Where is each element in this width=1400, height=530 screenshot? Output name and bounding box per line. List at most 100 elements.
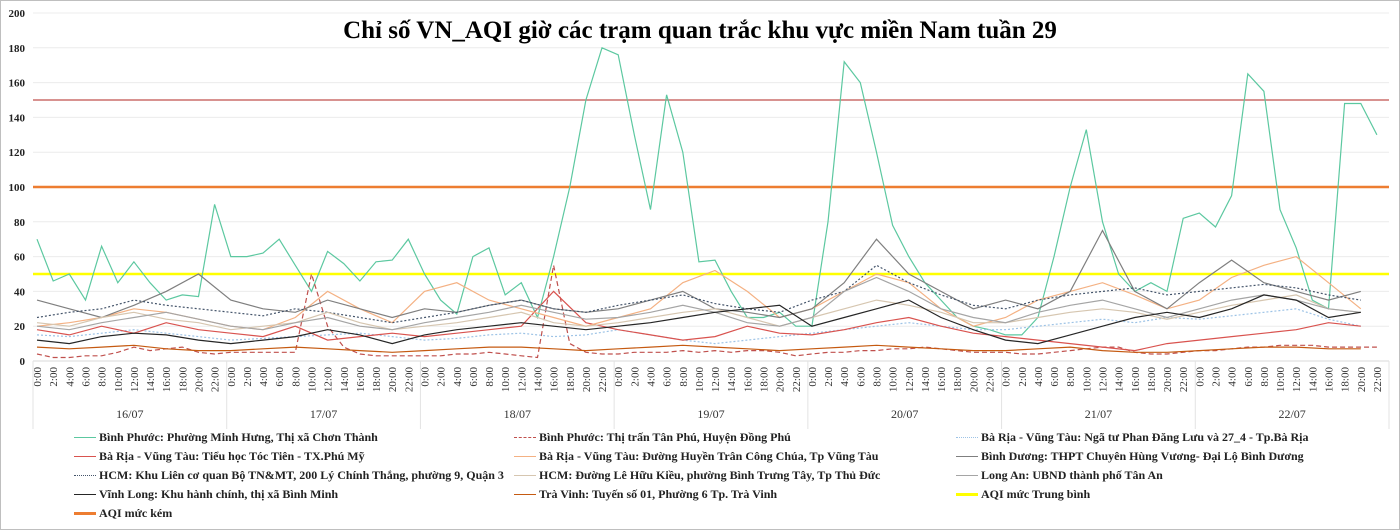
- x-tick-label: 2:00: [1017, 367, 1029, 387]
- x-tick-label: 10:00: [1081, 367, 1093, 393]
- day-label: 22/07: [1278, 407, 1305, 421]
- x-tick-label: 16:00: [742, 367, 754, 393]
- legend-swatch: [514, 475, 536, 476]
- x-tick-label: 2:00: [436, 367, 448, 387]
- series-line: [36, 344, 1361, 353]
- x-tick-label: 0:00: [1194, 367, 1206, 387]
- y-tick-label: 0: [20, 356, 26, 368]
- x-tick-label: 4:00: [258, 367, 270, 387]
- legend-item: Bà Rịa - Vũng Tàu: Đường Huyền Trân Công…: [514, 449, 878, 464]
- x-tick-label: 12:00: [710, 367, 722, 393]
- legend-item: HCM: Đường Lê Hữu Kiều, phường Bình Trưn…: [514, 468, 880, 483]
- x-tick-label: 14:00: [726, 367, 738, 393]
- legend-item: Bà Rịa - Vũng Tàu: Ngã tư Phan Đăng Lưu …: [956, 430, 1308, 445]
- x-tick-label: 6:00: [1049, 367, 1061, 387]
- x-tick-label: 18:00: [371, 367, 383, 393]
- legend-swatch: [956, 456, 978, 457]
- legend-item: HCM: Khu Liên cơ quan Bộ TN&MT, 200 Lý C…: [74, 468, 504, 483]
- legend-label: Long An: UBND thành phố Tân An: [981, 468, 1163, 482]
- legend-item: Bà Rịa - Vũng Tàu: Tiểu học Tóc Tiên - T…: [74, 449, 365, 464]
- x-tick-label: 6:00: [855, 367, 867, 387]
- x-tick-label: 14:00: [1114, 367, 1126, 393]
- series-line: [36, 265, 1377, 359]
- x-tick-label: 4:00: [645, 367, 657, 387]
- legend-label: Bà Rịa - Vũng Tàu: Ngã tư Phan Đăng Lưu …: [981, 430, 1309, 444]
- x-tick-label: 18:00: [1340, 367, 1352, 393]
- x-tick-label: 12:00: [516, 367, 528, 393]
- y-tick-label: 140: [9, 112, 26, 124]
- y-tick-label: 20: [14, 321, 26, 333]
- series-line: [36, 46, 1378, 336]
- x-tick-label: 0:00: [807, 367, 819, 387]
- x-tick-label: 2:00: [242, 367, 254, 387]
- legend-swatch: [956, 475, 978, 476]
- y-tick-label: 180: [9, 43, 26, 55]
- x-tick-label: 16:00: [1130, 367, 1142, 393]
- legend-label: HCM: Đường Lê Hữu Kiều, phường Bình Trưn…: [539, 468, 881, 482]
- legend-label: Bình Phước: Phường Minh Hưng, Thị xã Chơ…: [99, 430, 378, 444]
- legend-swatch: [514, 456, 536, 457]
- x-tick-label: 16:00: [161, 367, 173, 393]
- x-tick-label: 18:00: [758, 367, 770, 393]
- series-line: [36, 264, 1361, 324]
- x-tick-label: 6:00: [80, 367, 92, 387]
- legend-item: Bình Phước: Phường Minh Hưng, Thị xã Chơ…: [74, 430, 378, 445]
- legend-label: Vĩnh Long: Khu hành chính, thị xã Bình M…: [99, 487, 339, 501]
- x-tick-label: 20:00: [1356, 367, 1368, 393]
- y-tick-label: 60: [14, 252, 26, 264]
- x-tick-label: 22:00: [984, 367, 996, 393]
- x-tick-label: 4:00: [64, 367, 76, 387]
- x-tick-label: 10:00: [500, 367, 512, 393]
- y-tick-label: 160: [9, 78, 26, 90]
- x-tick-label: 16:00: [936, 367, 948, 393]
- x-tick-label: 22:00: [1372, 367, 1384, 393]
- x-tick-label: 14:00: [1307, 367, 1319, 393]
- x-tick-label: 18:00: [565, 367, 577, 393]
- x-tick-label: 22:00: [210, 367, 222, 393]
- x-tick-label: 6:00: [468, 367, 480, 387]
- x-tick-label: 20:00: [968, 367, 980, 393]
- legend-item: Bình Phước: Thị trấn Tân Phú, Huyện Đồng…: [514, 430, 791, 445]
- legend-swatch: [956, 437, 978, 438]
- x-tick-label: 20:00: [1162, 367, 1174, 393]
- x-tick-label: 12:00: [129, 367, 141, 393]
- x-tick-label: 22:00: [403, 367, 415, 393]
- day-label: 16/07: [116, 407, 143, 421]
- x-tick-label: 22:00: [1178, 367, 1190, 393]
- day-label: 17/07: [310, 407, 337, 421]
- x-tick-label: 12:00: [323, 367, 335, 393]
- legend-item: Trà Vinh: Tuyến số 01, Phường 6 Tp. Trà …: [514, 487, 777, 502]
- x-tick-label: 8:00: [290, 367, 302, 387]
- day-label: 19/07: [697, 407, 724, 421]
- legend-swatch: [74, 494, 96, 495]
- x-tick-label: 14:00: [532, 367, 544, 393]
- x-tick-label: 14:00: [145, 367, 157, 393]
- y-tick-label: 40: [14, 286, 26, 298]
- x-tick-label: 6:00: [274, 367, 286, 387]
- legend-swatch: [514, 437, 536, 438]
- x-tick-label: 0:00: [1001, 367, 1013, 387]
- y-tick-label: 100: [9, 182, 26, 194]
- x-tick-label: 18:00: [952, 367, 964, 393]
- legend-label: AQI mức kém: [99, 506, 173, 520]
- x-tick-label: 20:00: [581, 367, 593, 393]
- chart-title: Chỉ số VN_AQI giờ các trạm quan trắc khu…: [343, 17, 1057, 44]
- x-tick-label: 18:00: [177, 367, 189, 393]
- legend-swatch: [956, 493, 978, 496]
- x-tick-label: 6:00: [1243, 367, 1255, 387]
- legend-item: Bình Dương: THPT Chuyên Hùng Vương- Đại …: [956, 449, 1304, 464]
- x-tick-label: 10:00: [694, 367, 706, 393]
- legend-label: HCM: Khu Liên cơ quan Bộ TN&MT, 200 Lý C…: [99, 468, 504, 482]
- x-tick-label: 0:00: [32, 367, 44, 387]
- series-line: [36, 308, 1361, 345]
- x-tick-label: 8:00: [871, 367, 883, 387]
- legend-label: Bà Rịa - Vũng Tàu: Tiểu học Tóc Tiên - T…: [99, 449, 365, 463]
- legend-swatch: [514, 494, 536, 495]
- x-tick-label: 4:00: [452, 367, 464, 387]
- x-tick-label: 16:00: [1323, 367, 1335, 393]
- x-tick-label: 10:00: [1275, 367, 1287, 393]
- legend-swatch: [74, 456, 96, 457]
- day-label: 18/07: [504, 407, 531, 421]
